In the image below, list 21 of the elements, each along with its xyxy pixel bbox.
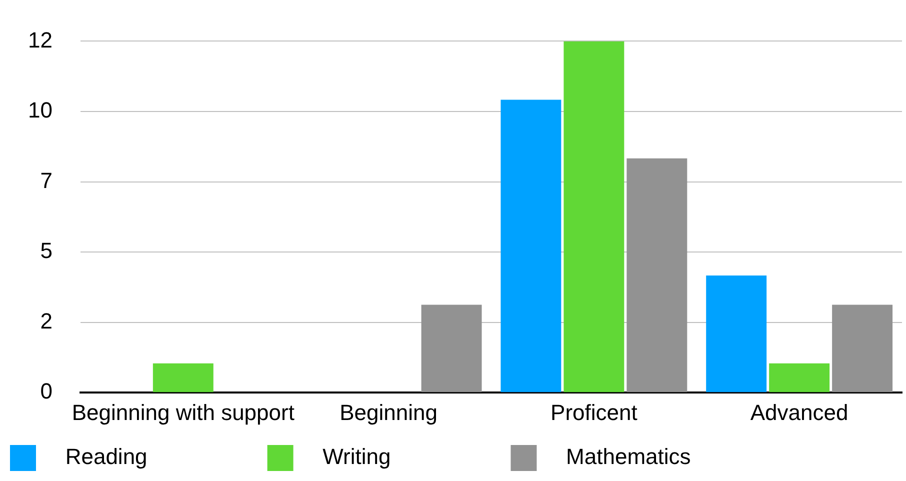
legend-label: Reading <box>47 444 258 470</box>
y-tick-label: 7 <box>40 168 52 193</box>
x-tick-label: Proficent <box>550 400 638 425</box>
legend-label: Writing <box>304 444 501 470</box>
y-tick-label: 0 <box>40 378 52 404</box>
y-tick-label: 12 <box>28 27 52 52</box>
bar <box>564 41 624 392</box>
y-tick-label: 2 <box>40 308 52 334</box>
x-tick-label: Advanced <box>750 400 848 425</box>
x-tick-label: Beginning with support <box>72 400 294 425</box>
bar <box>500 100 562 392</box>
bar <box>769 363 830 392</box>
bar <box>832 304 893 392</box>
bar <box>706 275 767 392</box>
y-tick-label: 10 <box>28 98 52 123</box>
x-tick-label: Beginning <box>340 400 438 425</box>
bar <box>626 158 688 392</box>
bar <box>421 304 482 392</box>
bar <box>152 363 214 392</box>
legend-label: Mathematics <box>548 444 801 470</box>
y-tick-label: 5 <box>40 238 52 264</box>
